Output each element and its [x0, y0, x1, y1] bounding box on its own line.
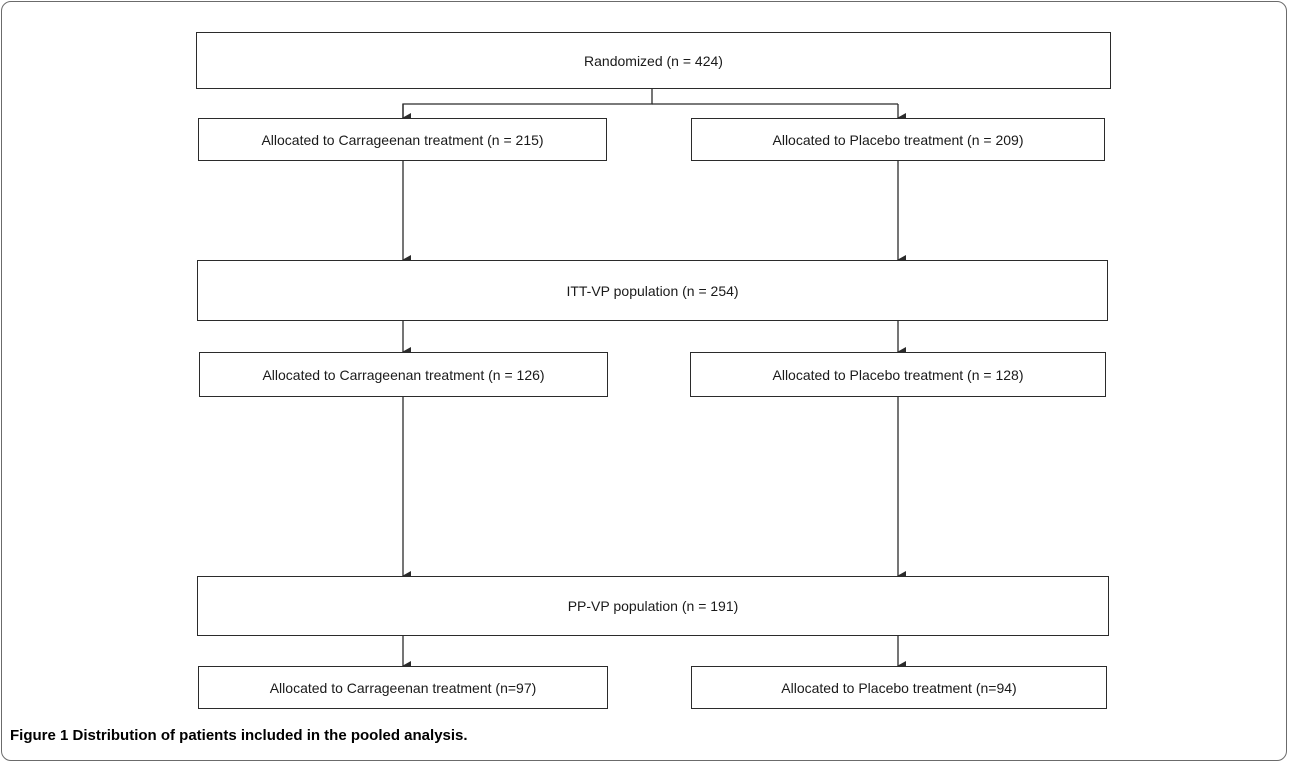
box-alloc-carrageenan-1: Allocated to Carrageenan treatment (n = …: [198, 118, 607, 161]
figure-caption-label: Figure 1: [10, 727, 69, 744]
box-alloc-placebo-2-label: Allocated to Placebo treatment (n = 128): [772, 366, 1024, 383]
box-alloc-placebo-3-label: Allocated to Placebo treatment (n=94): [781, 679, 1017, 696]
box-alloc-placebo-1: Allocated to Placebo treatment (n = 209): [691, 118, 1105, 161]
box-randomized-label: Randomized (n = 424): [584, 52, 723, 69]
box-randomized: Randomized (n = 424): [196, 32, 1111, 89]
box-itt-vp-label: ITT-VP population (n = 254): [566, 282, 739, 299]
box-pp-vp-label: PP-VP population (n = 191): [567, 598, 739, 614]
box-alloc-carrageenan-3-label: Allocated to Carrageenan treatment (n=97…: [269, 679, 537, 696]
figure-caption-text: Distribution of patients included in the…: [68, 727, 468, 744]
box-itt-vp: ITT-VP population (n = 254): [197, 260, 1108, 321]
box-alloc-carrageenan-2: Allocated to Carrageenan treatment (n = …: [199, 352, 608, 397]
figure-caption: Figure 1 Distribution of patients includ…: [10, 727, 468, 744]
box-alloc-carrageenan-2-label: Allocated to Carrageenan treatment (n = …: [262, 366, 545, 383]
box-alloc-placebo-3: Allocated to Placebo treatment (n=94): [691, 666, 1107, 709]
connector-randomized-split: [402, 88, 653, 118]
box-alloc-placebo-1-label: Allocated to Placebo treatment (n = 209): [772, 131, 1024, 148]
box-pp-vp: PP-VP population (n = 191): [197, 576, 1109, 636]
box-alloc-carrageenan-1-label: Allocated to Carrageenan treatment (n = …: [261, 131, 544, 148]
box-alloc-placebo-2: Allocated to Placebo treatment (n = 128): [690, 352, 1106, 397]
box-alloc-carrageenan-3: Allocated to Carrageenan treatment (n=97…: [198, 666, 608, 709]
